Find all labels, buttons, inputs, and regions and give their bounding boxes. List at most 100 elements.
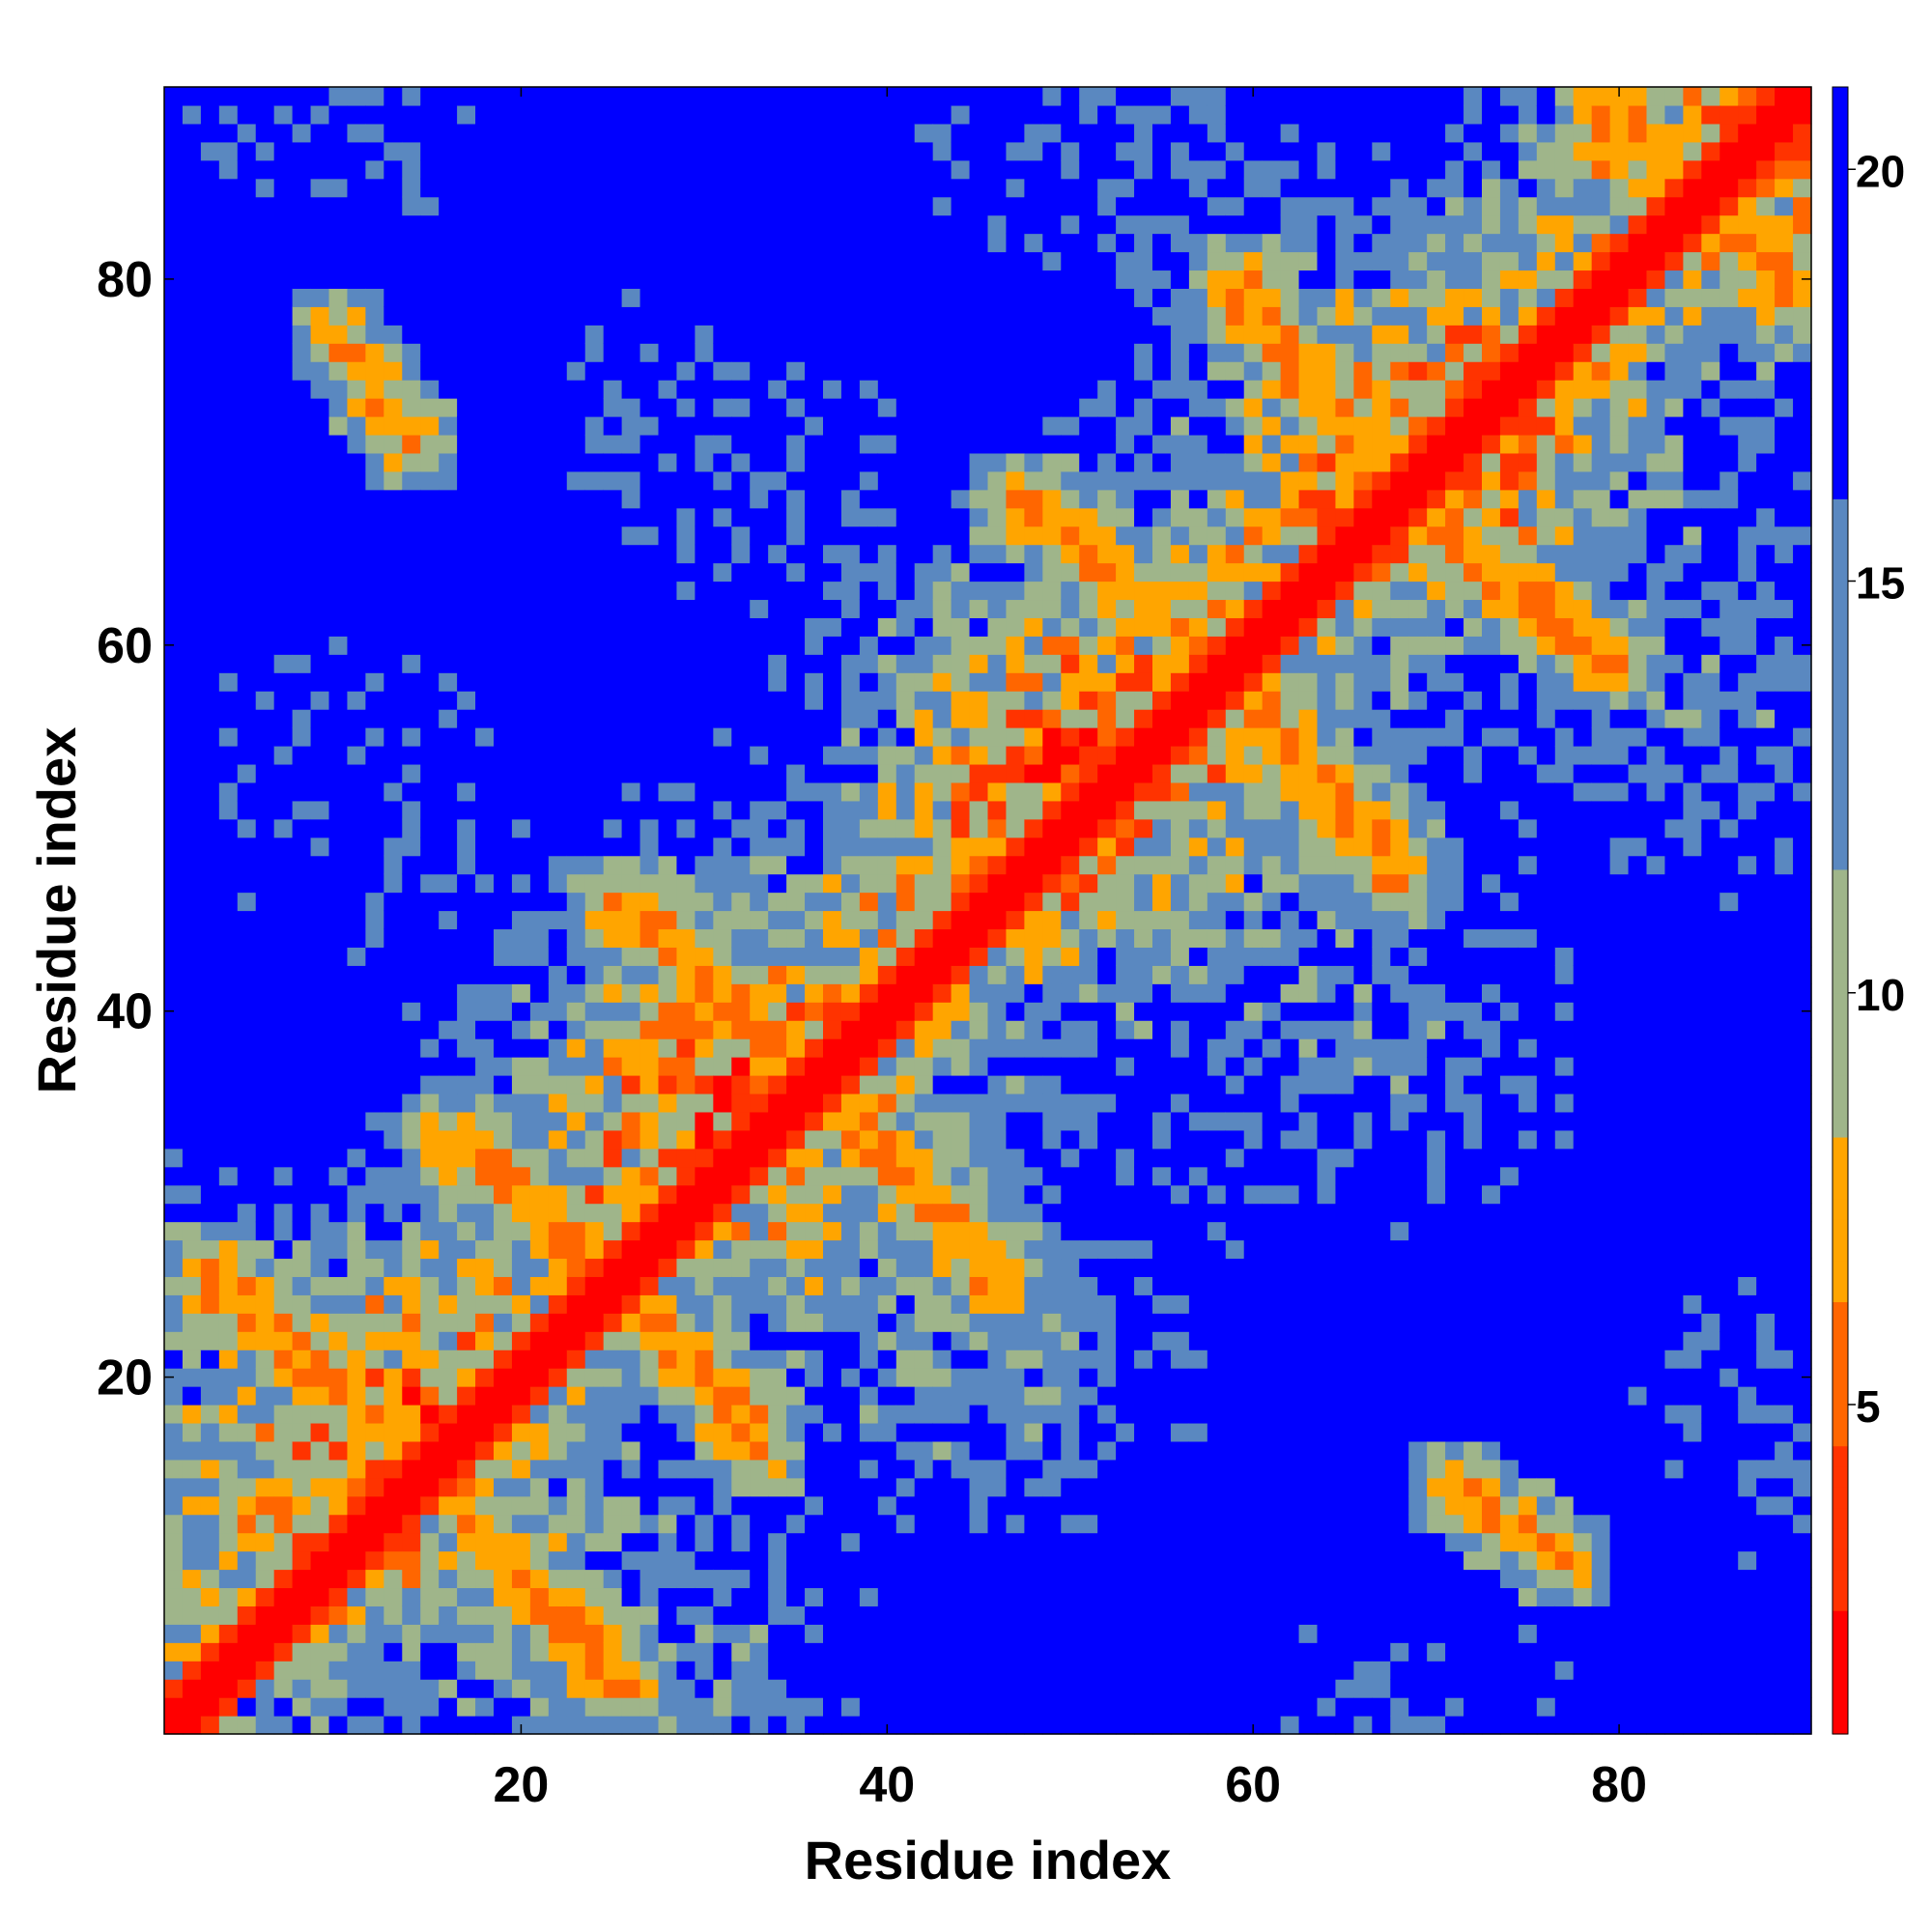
heatmap-cell: [932, 1624, 952, 1643]
heatmap-cell: [621, 1532, 641, 1552]
heatmap-cell: [676, 1405, 696, 1424]
heatmap-cell: [987, 983, 1008, 1003]
heatmap-cell: [237, 1221, 257, 1241]
heatmap-cell: [603, 1294, 623, 1314]
heatmap-cell: [932, 214, 952, 235]
heatmap-cell: [402, 1038, 421, 1058]
heatmap-cell: [347, 727, 366, 747]
heatmap-cell: [1061, 599, 1080, 618]
heatmap-cell: [237, 1203, 257, 1223]
heatmap-cell: [218, 1350, 239, 1369]
heatmap-cell: [420, 87, 440, 106]
heatmap-cell: [914, 1697, 934, 1717]
heatmap-cell: [805, 1002, 824, 1021]
heatmap-cell: [1152, 489, 1172, 509]
heatmap-cell: [1152, 1166, 1172, 1186]
heatmap-cell: [895, 581, 916, 601]
heatmap-cell: [255, 1258, 275, 1277]
heatmap-cell: [439, 1166, 458, 1186]
heatmap-cell: [768, 1313, 787, 1332]
heatmap-cell: [439, 1057, 458, 1076]
heatmap-cell: [951, 1166, 971, 1186]
heatmap-cell: [877, 214, 897, 235]
heatmap-cell: [529, 1422, 550, 1442]
heatmap-cell: [439, 1331, 458, 1350]
heatmap-cell: [292, 983, 312, 1003]
heatmap-cell: [932, 1057, 952, 1076]
heatmap-cell: [566, 434, 586, 454]
heatmap-cell: [951, 873, 971, 894]
heatmap-cell: [1097, 233, 1117, 253]
heatmap-cell: [695, 361, 714, 381]
heatmap-cell: [895, 1331, 916, 1350]
heatmap-cell: [768, 1184, 787, 1205]
heatmap-cell: [877, 544, 897, 564]
heatmap-cell: [237, 983, 257, 1003]
heatmap-cell: [750, 781, 769, 802]
heatmap-cell: [895, 654, 916, 673]
heatmap-cell: [1024, 1514, 1043, 1534]
heatmap-cell: [1024, 1697, 1043, 1717]
heatmap-cell: [768, 1440, 787, 1461]
heatmap-cell: [840, 691, 861, 710]
heatmap-cell: [420, 855, 440, 875]
heatmap-cell: [1116, 1661, 1135, 1680]
heatmap-cell: [1134, 196, 1153, 216]
heatmap-cell: [494, 818, 513, 838]
heatmap-cell: [255, 983, 275, 1003]
heatmap-cell: [786, 1679, 806, 1698]
heatmap-cell: [548, 104, 568, 125]
heatmap-cell: [914, 1350, 934, 1369]
heatmap-cell: [420, 1093, 440, 1113]
heatmap-cell: [1116, 398, 1135, 417]
heatmap-cell: [548, 1075, 568, 1094]
heatmap-cell: [548, 380, 568, 399]
heatmap-cell: [1152, 1294, 1172, 1314]
heatmap-cell: [584, 1093, 605, 1113]
heatmap-cell: [365, 470, 384, 491]
heatmap-cell: [658, 1184, 678, 1205]
heatmap-cell: [951, 763, 971, 783]
heatmap-cell: [347, 746, 366, 765]
heatmap-cell: [511, 1020, 531, 1039]
heatmap-cell: [932, 928, 952, 948]
heatmap-cell: [457, 654, 476, 673]
heatmap-cell: [475, 1716, 495, 1735]
heatmap-cell: [877, 416, 897, 436]
heatmap-cell: [494, 343, 513, 362]
heatmap-cell: [895, 1405, 916, 1424]
heatmap-cell: [218, 1166, 239, 1186]
heatmap-cell: [548, 1239, 568, 1260]
heatmap-cell: [347, 1350, 366, 1369]
heatmap-cell: [840, 1203, 861, 1223]
heatmap-cell: [1079, 178, 1098, 198]
heatmap-cell: [786, 416, 806, 436]
heatmap-cell: [1152, 636, 1172, 655]
heatmap-cell: [750, 1075, 769, 1094]
heatmap-cell: [439, 1386, 458, 1406]
heatmap-cell: [895, 800, 916, 820]
heatmap-cell: [494, 1184, 513, 1205]
heatmap-cell: [1097, 1368, 1117, 1387]
heatmap-cell: [255, 325, 275, 344]
heatmap-cell: [603, 343, 623, 362]
heatmap-cell: [420, 123, 440, 143]
heatmap-cell: [859, 928, 879, 948]
heatmap-cell: [1134, 489, 1153, 509]
heatmap-cell: [914, 1020, 934, 1039]
heatmap-cell: [1134, 617, 1153, 637]
heatmap-cell: [658, 1624, 678, 1643]
heatmap-cell: [529, 892, 550, 912]
heatmap-cell: [511, 1405, 531, 1424]
heatmap-cell: [1006, 617, 1025, 637]
heatmap-cell: [402, 910, 421, 930]
heatmap-cell: [457, 1075, 476, 1094]
heatmap-cell: [1042, 1605, 1062, 1625]
heatmap-cell: [805, 1697, 824, 1717]
heatmap-cell: [731, 1495, 751, 1516]
heatmap-cell: [566, 1642, 586, 1662]
heatmap-cell: [1024, 1587, 1043, 1606]
heatmap-cell: [859, 1679, 879, 1698]
heatmap-cell: [218, 581, 239, 601]
heatmap-cell: [218, 1258, 239, 1277]
